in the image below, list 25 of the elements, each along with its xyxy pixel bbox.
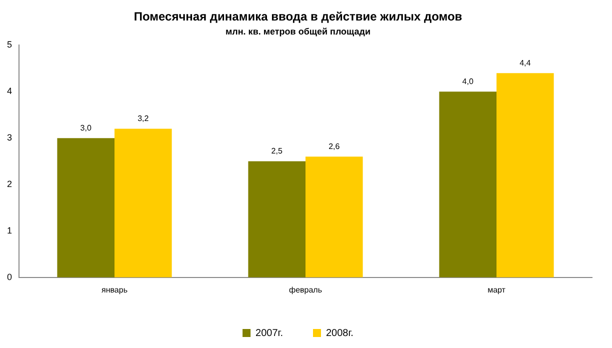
y-tick-label: 4 [6, 86, 12, 96]
bar [57, 138, 115, 278]
bar [248, 161, 306, 278]
data-label: 4,4 [520, 58, 532, 68]
y-tick-label: 3 [6, 132, 12, 143]
bar [114, 128, 172, 278]
legend-label: 2007г. [256, 328, 283, 339]
data-label: 2,5 [271, 146, 283, 156]
x-tick-label: март [488, 285, 506, 294]
x-tick-label: февраль [288, 285, 322, 294]
data-label: 2,6 [328, 142, 340, 151]
y-tick-label: 0 [6, 272, 12, 282]
chart-subtitle: млн. кв. метров общей площади [225, 26, 371, 36]
y-tick-label: 5 [6, 40, 12, 50]
bar [439, 92, 496, 278]
bar [306, 156, 363, 278]
y-tick-label: 2 [6, 179, 12, 190]
legend-label: 2008г. [326, 328, 354, 339]
chart-title: Помесячная динамика ввода в действие жилых домов [134, 10, 462, 24]
data-label: 3,0 [80, 123, 92, 132]
data-label: 4,0 [462, 76, 474, 86]
y-tick-label: 1 [6, 225, 12, 236]
bar [496, 73, 554, 278]
x-tick-label: январь [102, 285, 128, 294]
data-label: 3,2 [138, 114, 150, 123]
